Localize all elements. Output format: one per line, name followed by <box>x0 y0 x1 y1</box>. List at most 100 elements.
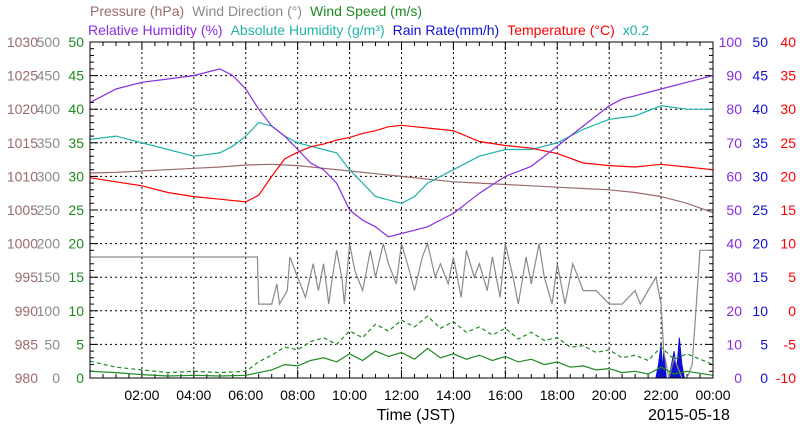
left-tick-wind_direction: 150 <box>37 269 61 285</box>
left-tick-pressure: 1000 <box>7 236 38 252</box>
grid <box>89 41 714 379</box>
left-tick-wind_speed: 15 <box>68 269 84 285</box>
left-tick-wind_speed: 25 <box>68 202 84 218</box>
right-tick-relative_humidity: 60 <box>726 168 742 184</box>
left-tick-wind_direction: 400 <box>37 101 61 117</box>
x-tick-label: 08:00 <box>280 387 315 403</box>
right-tick-relative_humidity: 80 <box>726 101 742 117</box>
right-tick-temperature: 10 <box>780 236 796 252</box>
right-tick-relative_humidity: 50 <box>726 202 742 218</box>
series-layer <box>89 68 714 379</box>
left-tick-pressure: 980 <box>15 370 39 386</box>
left-tick-pressure: 1015 <box>7 135 38 151</box>
left-tick-wind_direction: 450 <box>37 68 61 84</box>
right-tick-relative_humidity: 40 <box>726 236 742 252</box>
right-tick-relative_humidity: 100 <box>719 34 743 50</box>
left-axes: 1030102510201015101010051000995990985980… <box>7 34 84 386</box>
x-tick-label: 04:00 <box>176 387 211 403</box>
chart-header: Pressure (hPa) Wind Direction (°) Wind Spe… <box>88 3 649 38</box>
right-tick-temperature: 15 <box>780 202 796 218</box>
right-tick-rain_rate: 0 <box>760 370 768 386</box>
right-tick-temperature: 0 <box>788 303 796 319</box>
right-tick-rain_rate: 50 <box>752 34 768 50</box>
left-tick-wind_direction: 300 <box>37 168 61 184</box>
right-tick-temperature: 30 <box>780 101 796 117</box>
left-tick-pressure: 1020 <box>7 101 38 117</box>
header-label: Rain Rate(mm/h) <box>393 22 500 38</box>
right-tick-temperature: 35 <box>780 68 796 84</box>
x-tick-label: 00:00 <box>695 387 730 403</box>
right-tick-rain_rate: 30 <box>752 168 768 184</box>
left-tick-pressure: 985 <box>15 336 39 352</box>
right-tick-temperature: 20 <box>780 168 796 184</box>
x-axis-label: Time (JST) <box>377 407 456 424</box>
right-tick-rain_rate: 15 <box>752 269 768 285</box>
right-tick-temperature: 40 <box>780 34 796 50</box>
left-tick-wind_direction: 100 <box>37 303 61 319</box>
header-row-2: Relative Humidity (%) Absolute Humidity (… <box>88 22 649 38</box>
right-tick-rain_rate: 40 <box>752 101 768 117</box>
right-tick-relative_humidity: 30 <box>726 269 742 285</box>
series-relative-humidity <box>89 68 714 238</box>
header-label: Wind Speed (m/s) <box>310 3 422 19</box>
left-tick-wind_direction: 500 <box>37 34 61 50</box>
series-wind-direction <box>90 241 713 379</box>
right-tick-temperature: -10 <box>776 370 796 386</box>
left-tick-pressure: 995 <box>15 269 39 285</box>
x-axis: 02:00 04:00 06:00 08:00 10:00 12:00 14:00 16:00… <box>124 387 730 403</box>
left-tick-wind_speed: 20 <box>68 236 84 252</box>
right-tick-temperature: 25 <box>780 135 796 151</box>
left-tick-pressure: 1030 <box>7 34 38 50</box>
x-tick-label: 12:00 <box>384 387 419 403</box>
right-tick-rain_rate: 35 <box>752 135 768 151</box>
right-tick-rain_rate: 25 <box>752 202 768 218</box>
header-row-1: Pressure (hPa) Wind Direction (°) Wind Spe… <box>90 3 422 19</box>
left-tick-wind_direction: 50 <box>44 336 60 352</box>
x-tick-label: 02:00 <box>124 387 159 403</box>
left-tick-wind_direction: 350 <box>37 135 61 151</box>
right-tick-rain_rate: 10 <box>752 303 768 319</box>
header-label: Temperature (°C) <box>507 22 615 38</box>
left-tick-wind_speed: 5 <box>76 336 84 352</box>
left-tick-pressure: 990 <box>15 303 39 319</box>
left-tick-wind_speed: 50 <box>68 34 84 50</box>
right-tick-relative_humidity: 70 <box>726 135 742 151</box>
chart-date: 2015-05-18 <box>648 407 730 424</box>
x-tick-label: 18:00 <box>540 387 575 403</box>
series-wind-speed-m-s-gust <box>89 315 714 374</box>
left-tick-pressure: 1005 <box>7 202 38 218</box>
right-tick-temperature: 5 <box>788 269 796 285</box>
right-tick-rain_rate: 45 <box>752 68 768 84</box>
left-tick-wind_speed: 0 <box>76 370 84 386</box>
left-tick-pressure: 1010 <box>7 168 38 184</box>
left-tick-wind_direction: 250 <box>37 202 61 218</box>
header-label: Pressure (hPa) <box>90 3 184 19</box>
right-tick-rain_rate: 20 <box>752 236 768 252</box>
header-label: x0.2 <box>623 22 650 38</box>
right-tick-temperature: -5 <box>784 336 797 352</box>
series-pressure-hpa <box>89 163 714 214</box>
left-tick-wind_speed: 40 <box>68 101 84 117</box>
x-tick-label: 22:00 <box>644 387 679 403</box>
right-tick-rain_rate: 5 <box>760 336 768 352</box>
x-tick-label: 14:00 <box>436 387 471 403</box>
series-absolute-humidity <box>89 105 713 204</box>
right-tick-relative_humidity: 90 <box>726 68 742 84</box>
left-tick-wind_speed: 30 <box>68 168 84 184</box>
left-tick-wind_speed: 45 <box>68 68 84 84</box>
header-label: Relative Humidity (%) <box>88 22 223 38</box>
plot-frame <box>89 41 714 379</box>
header-label: Absolute Humidity (g/m³) <box>231 22 385 38</box>
series-wind-speed-m-s-avg <box>89 347 714 377</box>
right-tick-relative_humidity: 0 <box>734 370 742 386</box>
x-tick-label: 20:00 <box>592 387 627 403</box>
left-tick-wind_speed: 35 <box>68 135 84 151</box>
right-tick-relative_humidity: 20 <box>726 303 742 319</box>
left-tick-wind_speed: 10 <box>68 303 84 319</box>
x-tick-label: 06:00 <box>228 387 263 403</box>
header-label: Wind Direction (°) <box>192 3 302 19</box>
left-tick-wind_direction: 0 <box>52 370 60 386</box>
series-temperature-c <box>89 124 714 203</box>
x-tick-label: 10:00 <box>332 387 367 403</box>
